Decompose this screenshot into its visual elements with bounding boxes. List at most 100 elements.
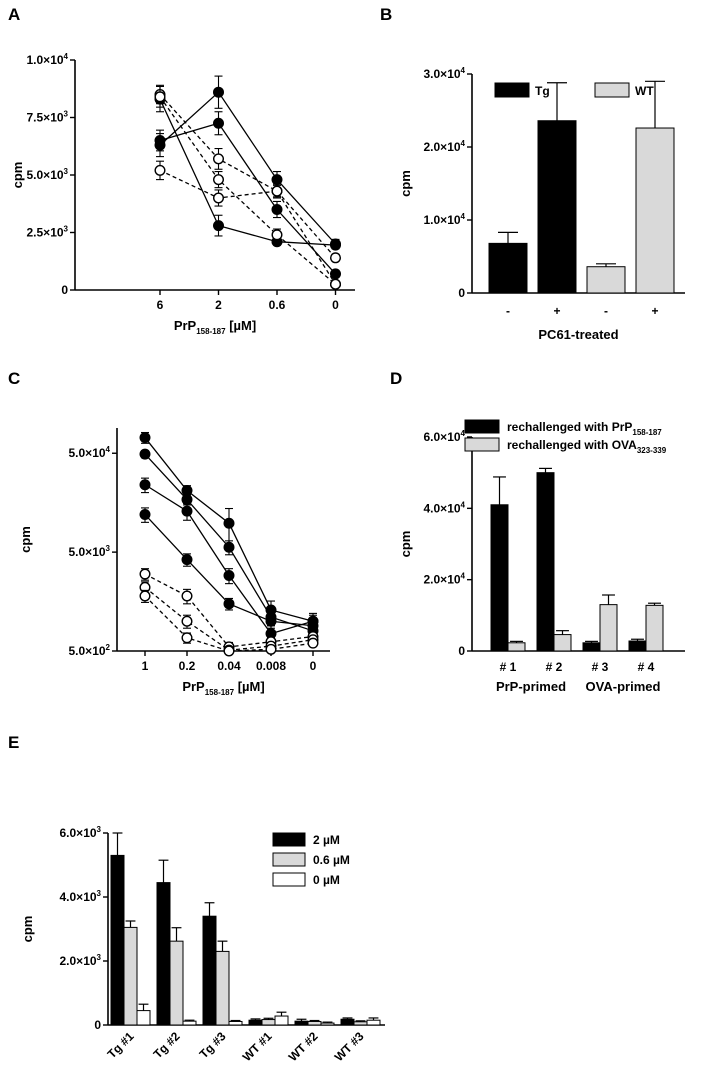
panel-E-bar — [182, 1020, 197, 1026]
panel-A-y-tick-label-part: 2.5×10 — [27, 226, 64, 240]
panel-A-series-1-line — [159, 122, 336, 275]
panel-A-y-tick-label: 0 — [61, 283, 68, 297]
panel-C-x-tick-label-part: 0.04 — [217, 659, 241, 673]
panel-D-label-part: D — [390, 369, 402, 388]
panel-E-bar — [169, 940, 184, 1026]
panel-C-y-tick-label-part: 4 — [106, 445, 111, 454]
panel-D-x-tick-label-part: # 3 — [592, 660, 609, 674]
panel-E-x-tick-label: WT #2 — [286, 1029, 321, 1064]
panel-E-y-tick-label: 6.0×103 — [60, 825, 102, 840]
panel-C-series-2-point — [139, 448, 151, 460]
panel-E-y-tick-label-part: 4.0×10 — [60, 890, 97, 904]
panel-A-y-tick-label-part: 0 — [61, 283, 68, 297]
panel-B-y-tick-label-part: 4 — [461, 66, 466, 75]
panel-A-x-tick-label: 2 — [215, 298, 222, 312]
panel-A-y-axis-label: cpm — [10, 162, 25, 189]
panel-A-series-5-point — [154, 164, 166, 176]
panel-A-x-tick-label: 0.6 — [269, 298, 286, 312]
panel-D-y-tick-label-part: 4 — [461, 572, 466, 581]
panel-A-series-6-point — [212, 174, 224, 186]
panel-E-x-tick-label-part: WT #3 — [332, 1029, 367, 1064]
panel-C-y-axis-label-part: cpm — [18, 526, 33, 553]
panel-A-x-axis-label-part: [µM] — [226, 318, 257, 333]
panel-D-x-tick-label-part: # 1 — [500, 660, 517, 674]
panel-A-series-6-point — [154, 91, 166, 103]
panel-D-y-tick-label-part: 2.0×10 — [424, 573, 461, 587]
panel-D-y-tick-label-part: 4 — [461, 500, 466, 509]
panel-B-x-axis-label: PC61-treated — [538, 327, 618, 342]
panel-D-x-tick-label-part: # 4 — [638, 660, 655, 674]
panel-E-bar — [202, 915, 217, 1026]
panel-D-group-label: OVA-primed — [586, 679, 661, 694]
panel-D-x-tick-label: # 3 — [592, 660, 609, 674]
panel-E-legend-swatch — [272, 852, 306, 867]
panel-D-y-tick-label-part: 0 — [458, 644, 465, 658]
panel-A-series-5-point — [271, 185, 283, 197]
panel-C-y-tick-label-part: 5.0×10 — [69, 446, 106, 460]
panel-A-x-axis-label: PrP158-187 [µM] — [174, 318, 256, 336]
panel-A-y-tick-label: 5.0×103 — [27, 167, 69, 182]
panel-D-bar — [490, 504, 509, 652]
panel-B-x-tick-label: - — [506, 304, 510, 318]
panel-C-x-axis-label: PrP158-187 [µM] — [182, 679, 264, 697]
panel-C-y-axis-label: cpm — [18, 526, 33, 553]
panel-D-y-tick-label: 0 — [458, 644, 465, 658]
panel-C-x-tick-label: 0 — [310, 659, 317, 673]
panel-E-bar — [228, 1020, 243, 1026]
panel-B-x-tick-label-part: - — [506, 304, 510, 318]
panel-A-series-1-point — [330, 268, 342, 280]
panel-E-label: E — [8, 733, 19, 752]
panel-A-x-tick-label-part: 2 — [215, 298, 222, 312]
panel-B-y-tick-label-part: 0 — [458, 286, 465, 300]
panel-A-series-2-point — [212, 86, 224, 98]
panel-A-series-6-point — [330, 278, 342, 290]
panel-C-x-tick-label: 1 — [142, 659, 149, 673]
panel-C-y-tick-label-part: 2 — [106, 643, 111, 652]
panel-E-legend-label: 0 µM — [313, 873, 340, 887]
panel-D-x-tick-label: # 2 — [546, 660, 563, 674]
panel-B-legend-swatch — [494, 82, 530, 98]
panel-C-series-5-point — [181, 590, 193, 602]
panel-B-y-tick-label-part: 4 — [461, 139, 466, 148]
panel-D-bar — [536, 472, 555, 652]
panel-E-y-tick-label: 0 — [94, 1018, 101, 1032]
panel-A-series-4-line — [159, 94, 336, 259]
panel-B-y-tick-label-part: 3.0×10 — [424, 67, 461, 81]
panel-E-y-tick-label: 2.0×103 — [60, 953, 102, 968]
panel-D-y-tick-label: 4.0×104 — [424, 500, 466, 515]
panel-A-y-tick-label-part: 1.0×10 — [27, 53, 64, 67]
panel-A-series-6-point — [271, 229, 283, 241]
panel-A-y-tick-label: 2.5×103 — [27, 225, 69, 240]
panel-D-y-tick-label-part: 4.0×10 — [424, 501, 461, 515]
panel-D-legend-label-part: 158-187 — [632, 428, 662, 437]
panel-A-y-axis-label-part: cpm — [10, 162, 25, 189]
panel-A-series-5-line — [159, 169, 337, 285]
panel-A-label-part: A — [8, 5, 20, 24]
panel-C-x-tick-label: 0.008 — [256, 659, 286, 673]
panel-B-y-tick-label-part: 2.0×10 — [424, 140, 461, 154]
panel-E-bar — [248, 1019, 263, 1026]
panel-D-label: D — [390, 369, 402, 388]
panel-C-series-6-line — [144, 586, 314, 651]
panel-E-x-tick-label: Tg #1 — [105, 1029, 137, 1061]
panel-D-bar — [553, 634, 572, 652]
panel-C-x-tick-label-part: 0.2 — [179, 659, 196, 673]
panel-E-bar — [156, 882, 171, 1026]
panel-E-x-tick-label-part: WT #2 — [286, 1029, 321, 1064]
panel-D-legend-label-part: rechallenged with PrP — [507, 420, 632, 434]
panel-D-group-label-part: OVA-primed — [586, 679, 661, 694]
panel-E-legend-swatch — [272, 832, 306, 847]
panel-B-legend-label-part: WT — [635, 84, 654, 98]
panel-C-series-3-point — [223, 570, 235, 582]
panel-B-y-axis-label-part: cpm — [398, 170, 413, 197]
panel-A-series-4-point — [212, 153, 224, 165]
panel-A-y-tick-label-part: 3 — [64, 110, 69, 119]
panel-A-series-1-point — [271, 203, 283, 215]
panel-C-series-1-point — [181, 484, 193, 496]
panel-B-bar — [586, 266, 626, 294]
panel-B-legend-swatch — [594, 82, 630, 98]
panel-C-series-2-point — [181, 494, 193, 506]
panel-A-x-tick-label: 6 — [157, 298, 164, 312]
